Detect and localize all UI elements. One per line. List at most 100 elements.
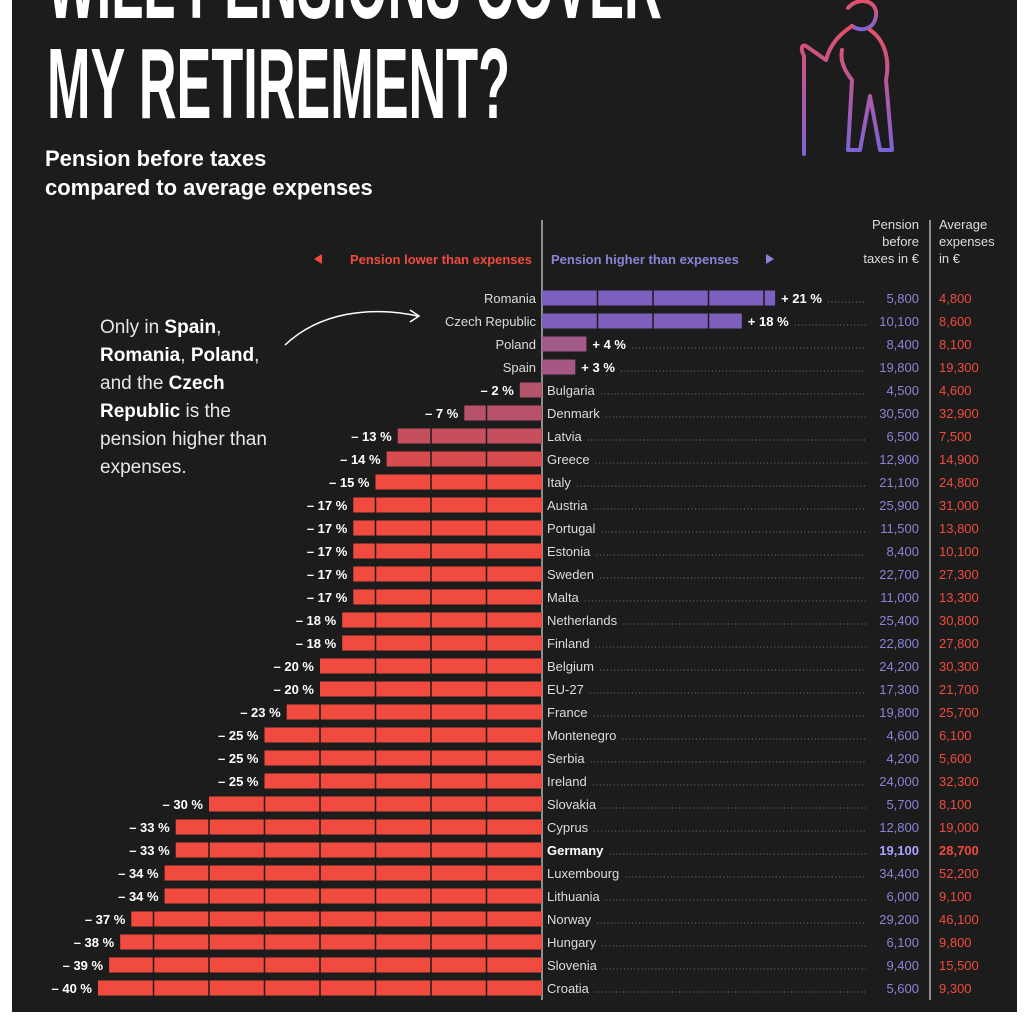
country-label: Estonia: [547, 544, 591, 559]
bar: [353, 520, 542, 536]
value-label: – 18 %: [296, 636, 337, 651]
value-label: – 13 %: [351, 429, 392, 444]
value-label: – 2 %: [481, 383, 515, 398]
annotation-text: Poland: [190, 345, 255, 366]
pension-value: 5,700: [886, 797, 919, 812]
expenses-value: 30,300: [939, 659, 979, 674]
country-label: Romania: [484, 291, 537, 306]
legend-label: Pension lower than expenses: [350, 252, 532, 267]
country-label: Lithuania: [547, 889, 601, 904]
title-line: WILL PENSIONS COVER: [47, 0, 662, 40]
value-label: – 37 %: [85, 912, 126, 927]
country-label: Slovenia: [547, 958, 598, 973]
expenses-value: 30,800: [939, 613, 979, 628]
bar: [264, 727, 542, 743]
country-label: Slovakia: [547, 797, 597, 812]
bar: [397, 428, 542, 444]
expenses-value: 7,500: [939, 429, 972, 444]
expenses-value: 5,600: [939, 751, 972, 766]
annotation-text: Romania: [100, 345, 181, 366]
pension-value: 9,400: [886, 958, 919, 973]
bar: [353, 497, 542, 513]
bar: [131, 911, 543, 927]
value-label: + 18 %: [748, 314, 789, 329]
value-label: + 3 %: [581, 360, 615, 375]
pension-value: 22,700: [879, 567, 919, 582]
country-label: Hungary: [547, 935, 597, 950]
expenses-value: 21,700: [939, 682, 979, 697]
country-label: Spain: [503, 360, 536, 375]
title-line: MY RETIREMENT?: [47, 28, 510, 140]
bar: [519, 382, 542, 398]
annotation-text: ,: [216, 317, 222, 338]
expenses-value: 25,700: [939, 705, 979, 720]
column-header: Pension: [872, 217, 919, 232]
bar: [386, 451, 542, 467]
country-label: Sweden: [547, 567, 594, 582]
pension-value: 25,400: [879, 613, 919, 628]
pension-value: 10,100: [879, 314, 919, 329]
value-label: – 23 %: [240, 705, 281, 720]
value-label: – 34 %: [118, 866, 159, 881]
legend-arrow: [766, 254, 774, 264]
pension-value: 12,800: [879, 820, 919, 835]
pension-value: 30,500: [879, 406, 919, 421]
country-label: EU-27: [547, 682, 584, 697]
value-label: + 4 %: [592, 337, 626, 352]
country-label: Croatia: [547, 981, 590, 996]
pension-value: 4,500: [886, 383, 919, 398]
value-label: – 7 %: [425, 406, 459, 421]
value-label: – 25 %: [218, 774, 259, 789]
bar: [464, 405, 542, 421]
pension-value: 17,300: [879, 682, 919, 697]
bar: [109, 957, 542, 973]
expenses-value: 13,800: [939, 521, 979, 536]
annotation-text: ,: [180, 345, 191, 366]
bar: [375, 474, 542, 490]
annotation-text: , and the: [100, 345, 260, 394]
bar: [342, 635, 542, 651]
country-label: Poland: [496, 337, 536, 352]
country-label: Luxembourg: [547, 866, 619, 881]
country-label: Latvia: [547, 429, 582, 444]
expenses-value: 19,300: [939, 360, 979, 375]
country-label: Finland: [547, 636, 590, 651]
country-label: Cyprus: [547, 820, 589, 835]
value-label: – 39 %: [63, 958, 104, 973]
value-label: – 30 %: [163, 797, 204, 812]
country-label: Portugal: [547, 521, 596, 536]
value-label: – 25 %: [218, 751, 259, 766]
icon: [799, 0, 894, 156]
column-header: taxes in €: [863, 251, 919, 266]
pension-value: 4,600: [886, 728, 919, 743]
pension-value: 8,400: [886, 544, 919, 559]
expenses-value: 9,100: [939, 889, 972, 904]
pension-value: 25,900: [879, 498, 919, 513]
annotation-text: is the pension higher than expenses.: [100, 401, 267, 478]
pension-value: 22,800: [879, 636, 919, 651]
expenses-value: 8,100: [939, 797, 972, 812]
pension-value: 19,100: [879, 843, 919, 858]
pension-value: 11,500: [880, 521, 919, 536]
pension-value: 19,800: [879, 360, 919, 375]
country-label: Norway: [547, 912, 592, 927]
value-label: – 40 %: [52, 981, 93, 996]
value-label: – 17 %: [307, 498, 348, 513]
pension-value: 5,800: [886, 291, 919, 306]
pension-value: 6,500: [886, 429, 919, 444]
country-label: Malta: [547, 590, 580, 605]
expenses-value: 46,100: [939, 912, 979, 927]
value-label: – 17 %: [307, 567, 348, 582]
pension-value: 21,100: [879, 475, 919, 490]
country-label: Greece: [547, 452, 590, 467]
pension-value: 11,000: [880, 590, 919, 605]
bar: [542, 290, 776, 306]
expenses-value: 13,300: [939, 590, 979, 605]
subtitle-line: Pension before taxes: [45, 146, 266, 171]
arrow-head: [409, 309, 421, 323]
expenses-value: 9,800: [939, 935, 972, 950]
expenses-value: 32,300: [939, 774, 979, 789]
value-label: – 25 %: [218, 728, 259, 743]
legend-arrow: [314, 254, 322, 264]
